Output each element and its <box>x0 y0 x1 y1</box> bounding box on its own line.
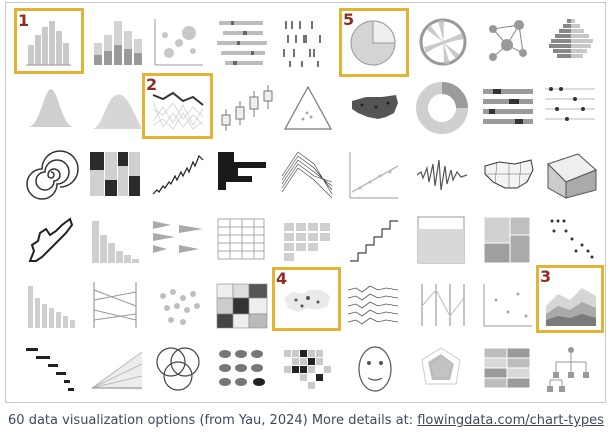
highlight-box-4 <box>272 267 341 331</box>
histogram-chart-icon <box>18 13 76 71</box>
step-line-chart-icon <box>344 211 402 269</box>
pictogram-chart-icon <box>213 340 271 398</box>
chernoff-face-icon <box>346 340 404 398</box>
step-area-chart-icon <box>212 146 270 204</box>
treemap-icon <box>478 211 536 269</box>
stream-waveform-icon <box>413 146 471 204</box>
marimekko-chart-icon <box>86 146 144 204</box>
highlight-box-5 <box>339 8 409 77</box>
dot-strip-icon <box>541 79 599 137</box>
box-plot-icon <box>216 79 274 137</box>
world-map-dots-icon <box>278 276 336 334</box>
heatmap-table-icon <box>478 340 536 398</box>
horizon-strips-icon <box>479 79 537 137</box>
caption-text: 60 data visualization options (from Yau,… <box>8 413 418 428</box>
area-fill-icon <box>412 211 470 269</box>
chord-diagram-icon <box>414 13 472 71</box>
flow-triangles-icon <box>149 211 207 269</box>
highlight-number-1: 1 <box>18 11 30 30</box>
stacked-area-chart-icon <box>542 276 600 334</box>
chart-types-link[interactable]: flowingdata.com/chart-types <box>417 413 604 428</box>
tree-diagram-icon <box>542 340 600 398</box>
population-pyramid-icon <box>541 13 599 71</box>
venn-diagram-icon <box>149 340 207 398</box>
highlight-box-3 <box>536 265 604 333</box>
highlight-number-2: 2 <box>146 75 158 94</box>
highlight-number-5: 5 <box>343 10 355 29</box>
ternary-plot-icon <box>279 79 337 137</box>
highlight-number-4: 4 <box>276 269 288 288</box>
timeline-dots-icon <box>542 211 600 269</box>
3d-surface-icon <box>542 146 600 204</box>
stacked-bar-chart-icon <box>86 13 144 71</box>
strip-plot-icon <box>213 13 271 71</box>
waffle-chart-icon <box>278 211 336 269</box>
line-chart-icon <box>149 79 207 137</box>
highlight-box-2 <box>142 73 213 139</box>
network-graph-icon <box>479 13 537 71</box>
fan-chart-icon <box>88 340 146 398</box>
spiral-chart-icon <box>22 146 80 204</box>
outline-map-icon <box>22 211 80 269</box>
table-grid-icon <box>212 211 270 269</box>
skewed-histogram-icon <box>86 211 144 269</box>
highlight-box-1 <box>14 8 84 74</box>
pie-chart-icon <box>344 13 402 71</box>
radar-chart-icon <box>412 340 470 398</box>
scatter-plot-icon <box>478 276 536 334</box>
bubble-chart-icon <box>149 13 207 71</box>
gantt-chart-icon <box>22 340 80 398</box>
dot-map-icon <box>346 79 404 137</box>
choropleth-map-icon <box>213 276 271 334</box>
figure-caption: 60 data visualization options (from Yau,… <box>0 413 612 428</box>
bar-chart-icon <box>22 276 80 334</box>
dot-cluster-icon <box>149 276 207 334</box>
chart-gallery-frame: 1 2 3 4 5 <box>5 2 606 403</box>
connected-scatter-icon <box>412 276 470 334</box>
time-series-icon <box>149 146 207 204</box>
parallel-lines-icon <box>278 146 336 204</box>
ridgeline-plot-icon <box>344 276 402 334</box>
density-plot-icon <box>22 79 80 137</box>
scatter-trend-icon <box>344 146 402 204</box>
donut-chart-icon <box>413 79 471 137</box>
barcode-plot-icon <box>276 13 334 71</box>
county-map-icon <box>479 146 537 204</box>
area-density-icon <box>88 79 146 137</box>
slope-chart-icon <box>86 276 144 334</box>
highlight-number-3: 3 <box>540 267 552 286</box>
tile-grid-map-icon <box>278 340 336 398</box>
